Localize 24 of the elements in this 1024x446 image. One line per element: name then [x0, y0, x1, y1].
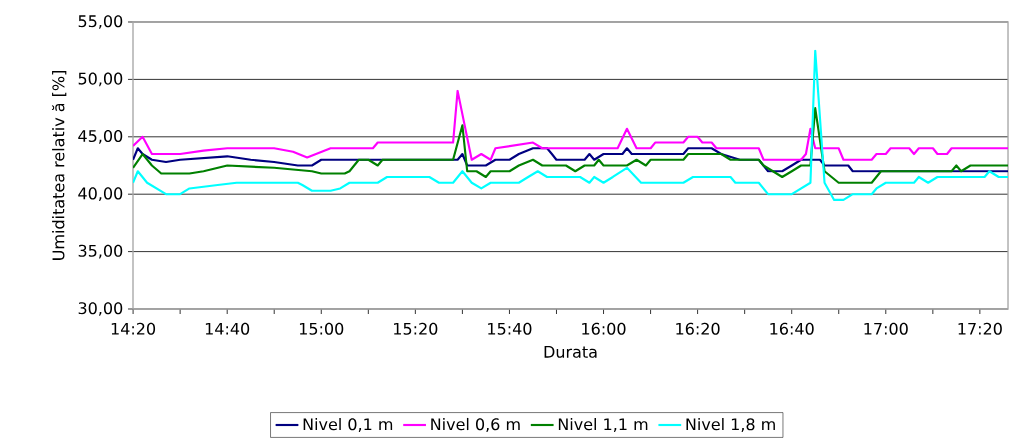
x-tick-label: 16:20 [676, 322, 720, 335]
y-tick-label: 30,00 [78, 302, 123, 316]
line-series [133, 107, 1009, 184]
x-axis-title: Durata [544, 345, 597, 358]
x-tick-label: 17:00 [864, 322, 908, 335]
x-tick-label: 15:20 [394, 322, 438, 335]
x-tick-label: 14:20 [111, 322, 156, 335]
x-tick-label: 16:40 [770, 322, 814, 335]
y-tick-label: 50,00 [78, 72, 123, 87]
legend-label: Nivel 0,1 m [303, 417, 393, 432]
x-tick-label: 15:40 [488, 322, 532, 335]
legend-label: Nivel 1,8 m [686, 417, 775, 432]
y-tick-label: 40,00 [78, 187, 123, 202]
line-series [133, 89, 1009, 161]
legend-label: Nivel 0,6 m [431, 417, 520, 432]
x-tick-label: 16:00 [582, 322, 626, 335]
y-axis-title: Umiditatea relativ ă [%] [51, 71, 67, 260]
y-tick-label: 55,00 [78, 15, 123, 29]
x-tick-label: 17:20 [958, 322, 1002, 335]
y-tick-label: 35,00 [78, 244, 123, 259]
x-tick-label: 15:00 [299, 322, 344, 335]
y-tick-label: 45,00 [78, 129, 123, 144]
x-tick-label: 14:40 [205, 322, 250, 335]
legend-label: Nivel 1,1 m [558, 417, 648, 432]
